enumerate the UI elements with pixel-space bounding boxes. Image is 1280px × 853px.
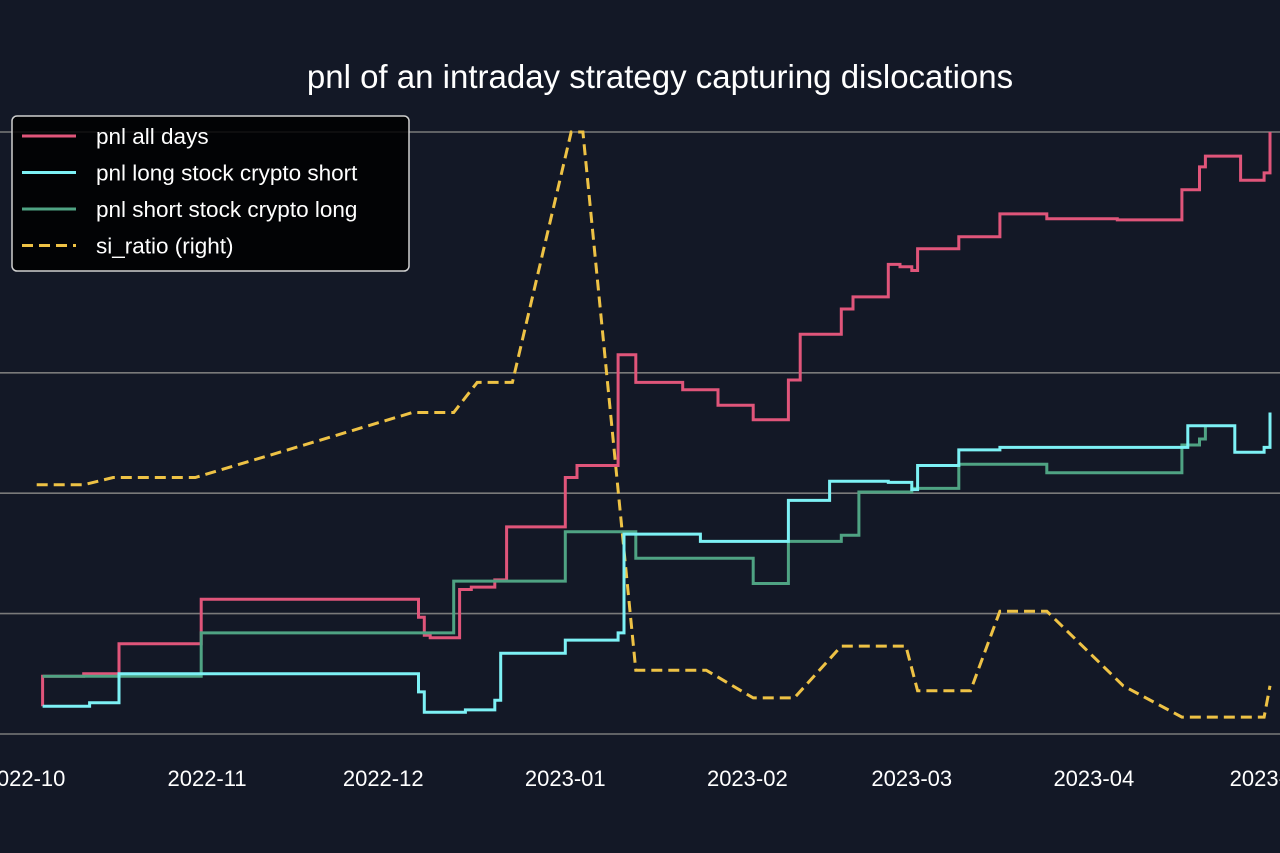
x-tick-label: 2022-12: [343, 766, 424, 791]
legend-label: pnl long stock crypto short: [96, 161, 358, 186]
x-tick-label: 2023-02: [707, 766, 788, 791]
gridlines: [0, 131, 1280, 735]
legend: pnl all days pnl long stock crypto short p…: [11, 115, 410, 272]
x-tick-label: 2022-11: [167, 766, 246, 791]
x-tick-label: 2023-03: [871, 766, 952, 791]
x-tick-label: 2023-01: [525, 766, 606, 791]
legend-label: pnl short stock crypto long: [96, 197, 357, 222]
x-tick-label: 2023-04: [1053, 766, 1134, 791]
legend-box: [11, 115, 410, 272]
series-layer: [36, 130, 1272, 719]
legend-label: pnl all days: [96, 124, 209, 149]
x-tick-label: 2022-10: [0, 766, 65, 791]
chart-title: pnl of an intraday strategy capturing di…: [307, 58, 1013, 95]
legend-items: pnl all days pnl long stock crypto short p…: [22, 124, 358, 259]
series-line-3: [36, 130, 1272, 719]
x-axis-tick-labels: 2022-10 2022-11 2022-12 2023-01 2023-02 2023-…: [0, 766, 1280, 791]
series-line-0: [41, 132, 1272, 707]
x-tick-label: 2023-05: [1230, 766, 1280, 791]
legend-label: si_ratio (right): [96, 234, 234, 259]
series-line-1: [42, 412, 1272, 714]
series-line-2: [42, 425, 1207, 678]
